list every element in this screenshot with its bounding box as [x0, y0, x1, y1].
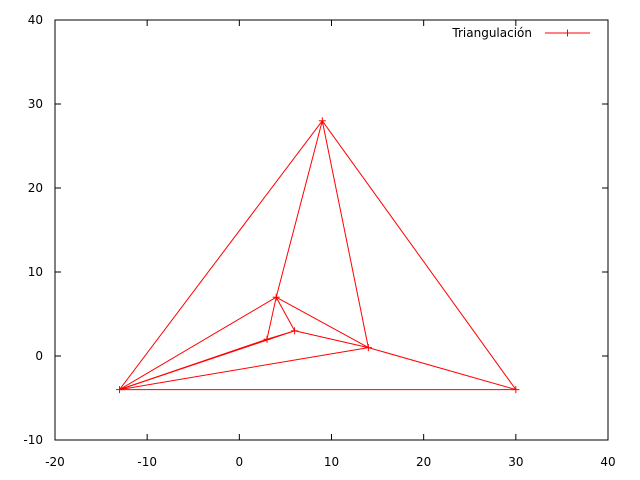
triangulation-edge [368, 347, 516, 391]
x-tick-label: 10 [324, 455, 339, 469]
legend-marker [564, 29, 571, 37]
triangulation-edge [266, 330, 295, 340]
triangulation-edge [119, 347, 369, 391]
x-tick-label: 0 [236, 455, 244, 469]
marker-layer [116, 117, 520, 394]
triangulation-edge [321, 120, 517, 390]
y-tick-label: 10 [28, 265, 43, 279]
triangulation-edge [119, 296, 277, 391]
x-tick-label: 40 [600, 455, 615, 469]
x-tick-label: 30 [508, 455, 523, 469]
vertex-marker [291, 327, 299, 335]
triangulation-edge [275, 296, 369, 349]
x-tick-label: -10 [137, 455, 157, 469]
plot-layer [119, 120, 517, 391]
y-tick-label: 20 [28, 181, 43, 195]
y-tick-label: 0 [35, 349, 43, 363]
y-axis: -10 0 10 20 30 40 [23, 13, 608, 447]
legend-plus-icon [564, 29, 571, 37]
vertex-marker [364, 344, 372, 352]
triangulation-edge [119, 120, 323, 390]
triangulation-edge [275, 296, 296, 332]
triangulation-edge [294, 330, 369, 349]
triangulation-edge [275, 120, 323, 298]
x-tick-label: 20 [416, 455, 431, 469]
legend-label: Triangulación [451, 26, 532, 40]
y-tick-label: 30 [28, 97, 43, 111]
triangulation-edge [266, 297, 277, 340]
vertex-marker [318, 117, 326, 125]
triangulation-edge [119, 330, 295, 391]
triangulation-edge [321, 120, 369, 348]
y-tick-label: -10 [23, 433, 43, 447]
x-tick-label: -20 [45, 455, 65, 469]
vertex-marker [263, 335, 271, 343]
y-tick-label: 40 [28, 13, 43, 27]
vertex-marker [272, 293, 280, 301]
legend: Triangulación [451, 26, 590, 40]
vertex-marker [116, 386, 124, 394]
x-axis: -20 -10 0 10 20 30 40 [45, 20, 616, 469]
vertex-marker [512, 386, 520, 394]
